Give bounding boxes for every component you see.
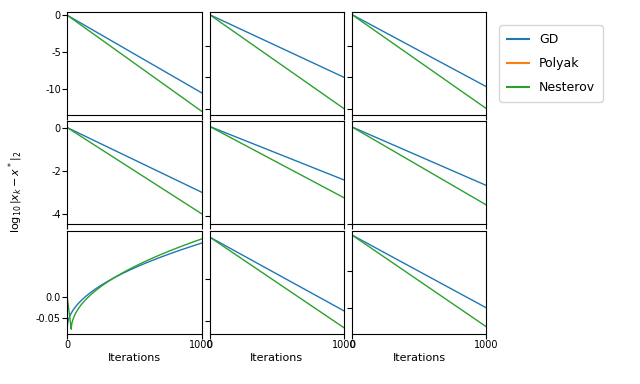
Text: $\log_{10}|x_k - x^*|_2$: $\log_{10}|x_k - x^*|_2$: [6, 151, 25, 233]
X-axis label: Iterations: Iterations: [393, 353, 446, 363]
Legend: GD, Polyak, Nesterov: GD, Polyak, Nesterov: [499, 25, 603, 102]
X-axis label: Iterations: Iterations: [108, 353, 161, 363]
X-axis label: Iterations: Iterations: [250, 353, 303, 363]
